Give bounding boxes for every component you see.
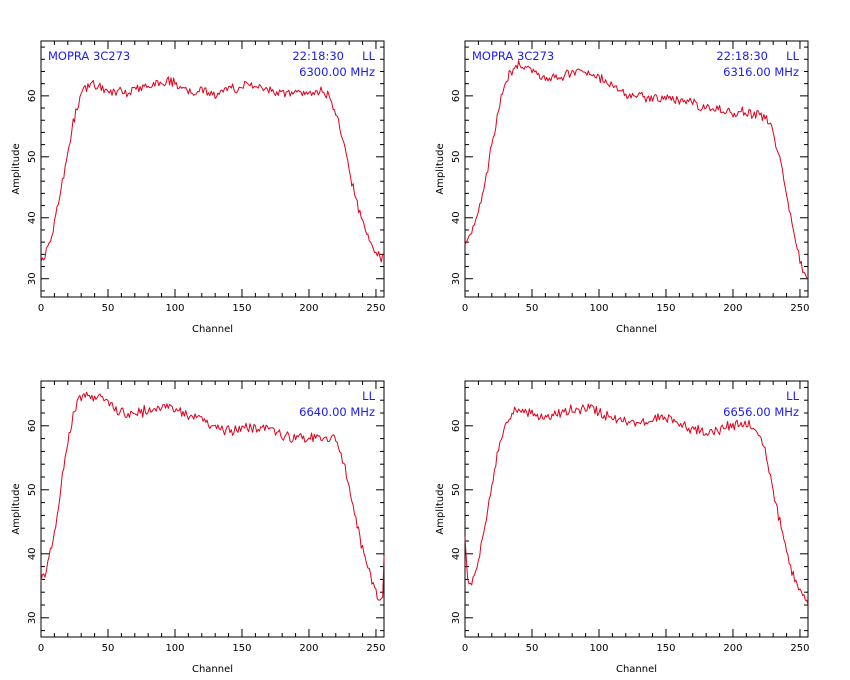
x-axis-title: Channel [616,324,657,335]
x-tick-label: 0 [38,303,44,314]
x-axis-title: Channel [616,664,657,675]
spectrum-line [464,60,808,279]
plot-frame [464,380,809,638]
frequency-label: 6640.00 MHz [299,405,375,419]
y-tick-label: 50 [27,483,38,496]
x-tick-label: 250 [366,303,385,314]
panel-3: 0 50 100 150 200 250 30 40 50 60 Channel Amplitude L… [11,380,386,675]
x-tick-label: 50 [102,643,115,654]
spectrum-line [40,391,385,601]
y-tick-label: 30 [27,611,38,624]
source-label: MOPRA 3C273 [472,49,554,63]
x-tick-label: 200 [723,303,742,314]
x-tick-label: 250 [790,643,809,654]
y-tick-label: 40 [451,547,462,560]
x-tick-label: 200 [723,643,742,654]
x-tick-label: 250 [366,643,385,654]
y-tick-label: 50 [451,483,462,496]
x-axis-title: Channel [192,324,233,335]
frequency-label: 6316.00 MHz [723,65,799,79]
x-axis-title: Channel [192,664,233,675]
time-label: 22:18:30 [292,49,344,63]
x-tick-label: 100 [165,643,184,654]
x-tick-label: 50 [102,303,115,314]
y-tick-label: 30 [27,272,38,285]
x-tick-label: 150 [656,643,675,654]
x-tick-label: 50 [526,303,539,314]
plot-frame [40,40,385,298]
y-tick-label: 60 [451,89,462,102]
frequency-label: 6300.00 MHz [299,65,375,79]
y-tick-label: 60 [27,89,38,102]
x-tick-label: 200 [299,303,318,314]
y-tick-label: 60 [27,419,38,432]
plot-frame [464,40,809,298]
frequency-label: 6656.00 MHz [723,405,799,419]
y-tick-label: 30 [451,272,462,285]
x-tick-label: 0 [462,303,468,314]
y-axis-title: Amplitude [435,143,446,194]
y-tick-label: 40 [27,211,38,224]
x-tick-label: 150 [232,643,251,654]
x-tick-label: 0 [38,643,44,654]
y-axis-title: Amplitude [11,483,22,534]
plot-frame [40,380,385,638]
y-tick-label: 30 [451,611,462,624]
x-tick-label: 200 [299,643,318,654]
x-tick-label: 150 [232,303,251,314]
y-tick-label: 40 [27,547,38,560]
panel-1: 0 50 100 150 200 250 30 40 50 60 Channel Amplitude M… [11,40,386,335]
polarization-label: LL [362,389,375,403]
y-axis-title: Amplitude [435,483,446,534]
polarization-label: LL [786,49,799,63]
spectrum-line [40,76,384,263]
y-tick-label: 40 [451,211,462,224]
panel-4: 0 50 100 150 200 250 30 40 50 60 Channel Amplitude L… [435,380,810,675]
x-tick-label: 100 [165,303,184,314]
y-tick-label: 50 [451,150,462,163]
polarization-label: LL [786,389,799,403]
x-tick-label: 100 [589,303,608,314]
y-tick-label: 60 [451,419,462,432]
x-tick-label: 0 [462,643,468,654]
spectrum-line [464,403,809,605]
panel-2: 0 50 100 150 200 250 30 40 50 60 Channel Amplitude M… [435,40,810,335]
x-tick-label: 100 [589,643,608,654]
time-label: 22:18:30 [716,49,768,63]
x-tick-label: 150 [656,303,675,314]
x-tick-label: 50 [526,643,539,654]
y-tick-label: 50 [27,150,38,163]
polarization-label: LL [362,49,375,63]
y-axis-title: Amplitude [11,143,22,194]
source-label: MOPRA 3C273 [48,49,130,63]
x-tick-label: 250 [790,303,809,314]
